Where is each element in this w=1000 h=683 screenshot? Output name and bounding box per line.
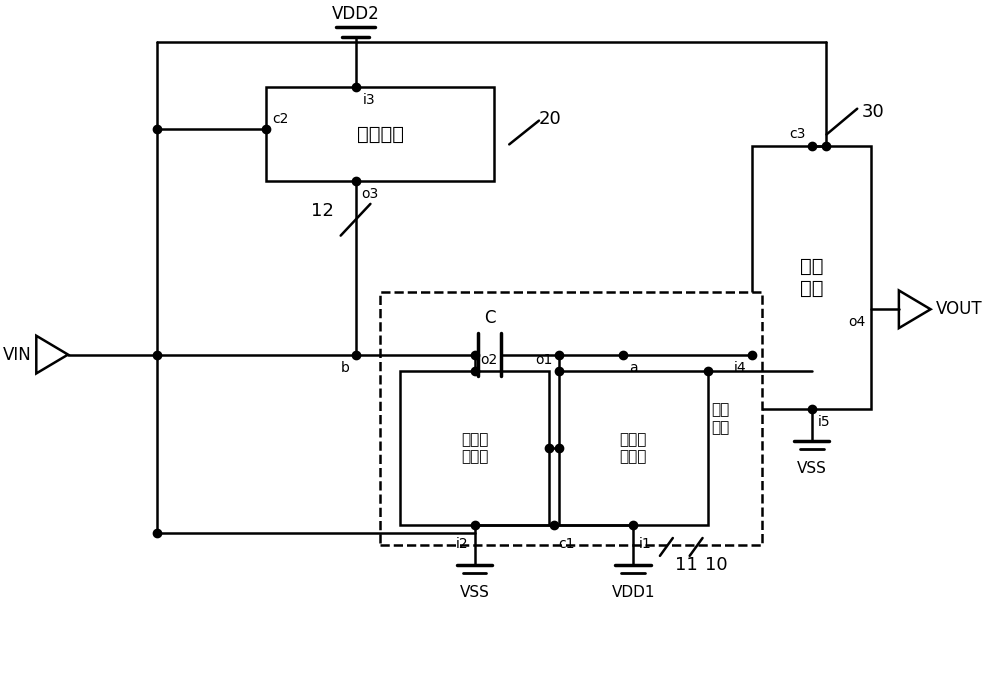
Text: 输出
模块: 输出 模块 (800, 257, 823, 298)
Text: c2: c2 (272, 112, 289, 126)
Text: o4: o4 (848, 316, 865, 329)
Text: 第二预
充单元: 第二预 充单元 (461, 432, 488, 464)
Text: 预充
模块: 预充 模块 (711, 402, 730, 435)
Text: 第一预
充单元: 第一预 充单元 (619, 432, 647, 464)
Text: VDD1: VDD1 (611, 585, 655, 600)
Text: i4: i4 (734, 361, 746, 374)
Text: 10: 10 (705, 556, 727, 574)
Text: o2: o2 (480, 354, 498, 367)
Text: 30: 30 (861, 102, 884, 121)
FancyBboxPatch shape (266, 87, 494, 181)
Text: i1: i1 (639, 537, 652, 551)
FancyBboxPatch shape (380, 292, 762, 545)
Text: i5: i5 (818, 415, 830, 429)
Text: a: a (629, 361, 638, 374)
Text: C: C (484, 309, 495, 327)
FancyBboxPatch shape (559, 372, 708, 525)
Text: i2: i2 (456, 537, 469, 551)
Text: b: b (341, 361, 350, 374)
Text: 12: 12 (311, 201, 334, 220)
Text: i3: i3 (362, 93, 375, 107)
Text: c3: c3 (789, 128, 806, 141)
Text: VOUT: VOUT (936, 301, 982, 318)
Text: VIN: VIN (3, 346, 31, 363)
Text: 11: 11 (675, 556, 698, 574)
Text: VDD2: VDD2 (332, 5, 379, 23)
FancyBboxPatch shape (752, 146, 871, 409)
Text: o1: o1 (535, 354, 553, 367)
Text: c1: c1 (558, 537, 574, 551)
Text: VSS: VSS (797, 460, 827, 475)
Text: VSS: VSS (460, 585, 489, 600)
Text: 升压模块: 升压模块 (357, 124, 404, 143)
Text: 20: 20 (539, 109, 562, 128)
FancyBboxPatch shape (400, 372, 549, 525)
Text: o3: o3 (361, 187, 379, 201)
